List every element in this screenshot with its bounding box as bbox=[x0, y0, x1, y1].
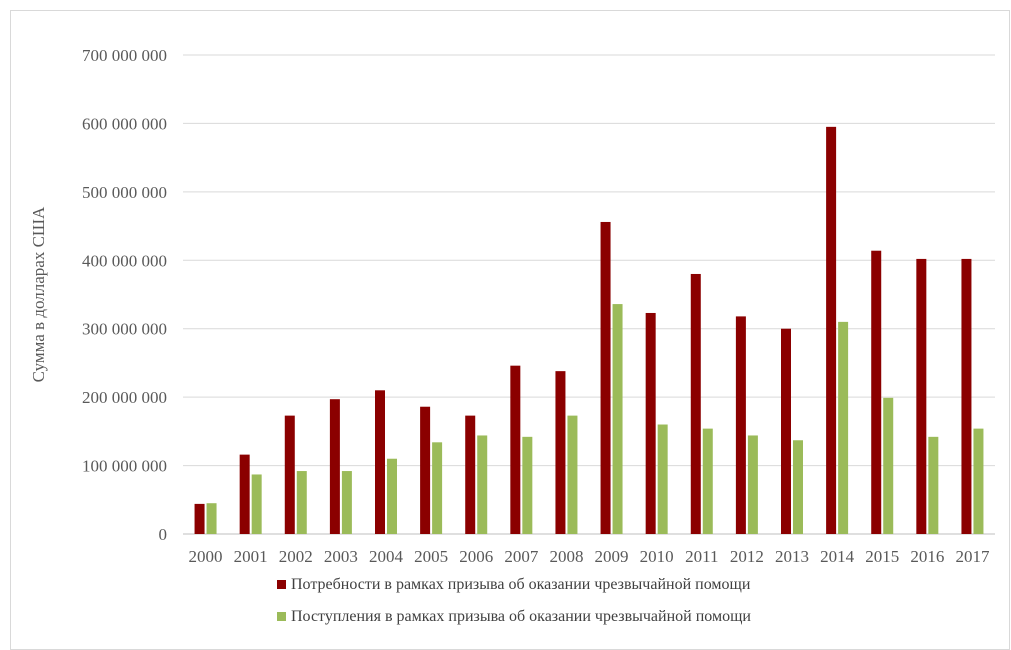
bar-contributions bbox=[432, 442, 443, 534]
x-tick-label: 2016 bbox=[910, 547, 944, 566]
x-tick-label: 2006 bbox=[459, 547, 493, 566]
y-tick-label: 100 000 000 bbox=[82, 457, 167, 476]
bar-contributions bbox=[522, 436, 533, 534]
x-tick-label: 2013 bbox=[775, 547, 809, 566]
bar-contributions bbox=[793, 440, 803, 534]
bar-contributions bbox=[206, 503, 217, 534]
x-tick-label: 2001 bbox=[234, 547, 268, 566]
x-tick-label: 2017 bbox=[955, 547, 990, 566]
bar-requirements bbox=[194, 503, 205, 534]
x-tick-label: 2014 bbox=[820, 547, 855, 566]
x-tick-label: 2009 bbox=[595, 547, 629, 566]
legend-swatch bbox=[277, 580, 286, 589]
bar-requirements bbox=[329, 399, 340, 534]
y-tick-label: 300 000 000 bbox=[82, 320, 167, 339]
y-tick-label: 200 000 000 bbox=[82, 388, 167, 407]
bar-requirements bbox=[690, 273, 701, 534]
y-tick-label: 0 bbox=[159, 525, 168, 544]
bar-requirements bbox=[645, 312, 656, 534]
legend-swatch bbox=[277, 612, 286, 621]
bar-requirements bbox=[916, 258, 927, 534]
bar-requirements bbox=[600, 221, 611, 535]
x-tick-label: 2007 bbox=[504, 547, 539, 566]
bar-contributions bbox=[838, 321, 849, 534]
bar-contributions bbox=[657, 424, 668, 534]
legend-label: Потребности в рамках призыва об оказании… bbox=[291, 576, 751, 593]
x-tick-label: 2015 bbox=[865, 547, 899, 566]
y-tick-label: 700 000 000 bbox=[82, 46, 167, 65]
bar-contributions bbox=[883, 397, 894, 534]
legend-label: Поступления в рамках призыва об оказании… bbox=[291, 608, 751, 625]
bar-contributions bbox=[567, 415, 578, 534]
x-tick-label: 2002 bbox=[279, 547, 313, 566]
y-tick-label: 600 000 000 bbox=[82, 114, 167, 133]
bar-requirements bbox=[284, 415, 295, 534]
x-tick-label: 2005 bbox=[414, 547, 448, 566]
bar-contributions bbox=[702, 428, 713, 534]
bar-requirements bbox=[555, 371, 566, 534]
bar-requirements bbox=[961, 258, 972, 534]
bar-contributions bbox=[477, 435, 488, 534]
bar-requirements bbox=[375, 390, 385, 534]
bar-requirements bbox=[510, 365, 521, 534]
bar-requirements bbox=[735, 316, 746, 534]
bar-contributions bbox=[928, 436, 939, 534]
y-axis-label: Сумма в долларах США bbox=[29, 206, 48, 382]
x-tick-label: 2004 bbox=[369, 547, 404, 566]
bar-contributions bbox=[973, 428, 984, 534]
x-tick-label: 2008 bbox=[549, 547, 583, 566]
x-tick-label: 2003 bbox=[324, 547, 358, 566]
x-tick-label: 2011 bbox=[685, 547, 718, 566]
y-tick-label: 500 000 000 bbox=[82, 183, 167, 202]
y-tick-label: 400 000 000 bbox=[82, 251, 167, 270]
bar-contributions bbox=[387, 458, 397, 534]
bar-requirements bbox=[871, 250, 882, 534]
bar-contributions bbox=[296, 471, 307, 534]
bar-contributions bbox=[612, 304, 623, 534]
bar-requirements bbox=[239, 454, 250, 534]
bar-contributions bbox=[747, 435, 758, 534]
bar-requirements bbox=[826, 126, 837, 534]
bar-requirements bbox=[465, 415, 476, 534]
x-tick-label: 2012 bbox=[730, 547, 764, 566]
bar-contributions bbox=[251, 474, 262, 534]
bar-requirements bbox=[781, 328, 791, 534]
x-tick-label: 2000 bbox=[189, 547, 223, 566]
bar-chart: 0 100 000 000 200 000 000 300 000 000 400 00… bbox=[29, 46, 995, 625]
x-tick-label: 2010 bbox=[640, 547, 674, 566]
bar-requirements bbox=[420, 406, 431, 534]
bar-contributions bbox=[341, 471, 352, 534]
